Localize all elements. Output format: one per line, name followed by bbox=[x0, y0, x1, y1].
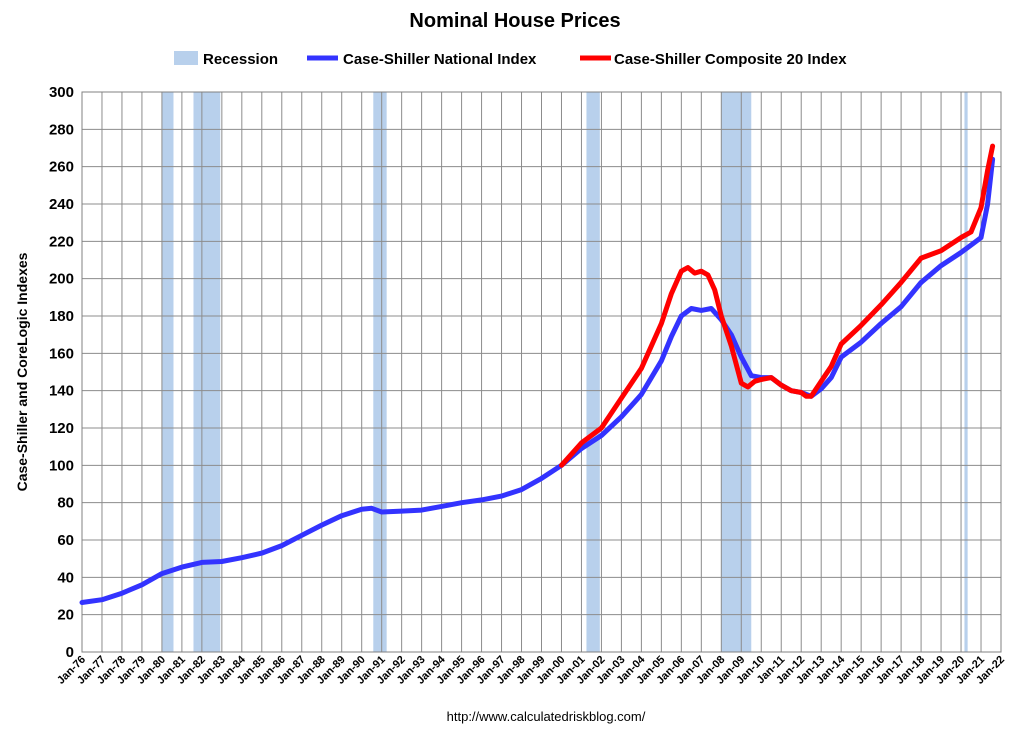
recession-band bbox=[161, 92, 174, 652]
y-tick-label: 100 bbox=[49, 457, 74, 474]
recession-band bbox=[586, 92, 600, 652]
y-tick-label: 260 bbox=[49, 159, 74, 176]
y-axis-ticks: 0 20 40 60 80 100 120 140 160 180 200 220 240 260 280 3… bbox=[49, 84, 74, 661]
recession-band bbox=[373, 92, 387, 652]
y-tick-label: 240 bbox=[49, 196, 74, 213]
y-tick-label: 280 bbox=[49, 121, 74, 138]
y-tick-label: 300 bbox=[49, 84, 74, 101]
series-line-composite-20 bbox=[559, 143, 996, 468]
y-tick-label: 0 bbox=[66, 644, 74, 661]
y-tick-label: 80 bbox=[57, 495, 74, 512]
y-axis-label: Case-Shiller and CoreLogic Indexes bbox=[14, 252, 30, 491]
y-tick-label: 120 bbox=[49, 420, 74, 437]
recession-band bbox=[193, 92, 221, 652]
y-tick-label: 20 bbox=[57, 607, 74, 624]
legend: Recession Case-Shiller National Index Ca… bbox=[174, 51, 847, 68]
y-tick-label: 200 bbox=[49, 271, 74, 288]
source-url: http://www.calculatedriskblog.com/ bbox=[447, 709, 646, 724]
y-tick-label: 220 bbox=[49, 233, 74, 250]
plot-border bbox=[81, 91, 1002, 653]
y-tick-label: 160 bbox=[49, 345, 74, 362]
recession-bands bbox=[161, 92, 968, 652]
legend-label-composite: Case-Shiller Composite 20 Index bbox=[614, 51, 847, 68]
y-tick-label: 140 bbox=[49, 383, 74, 400]
legend-swatch-recession bbox=[174, 51, 198, 65]
y-tick-label: 40 bbox=[57, 569, 74, 586]
chart-title: Nominal House Prices bbox=[409, 10, 620, 32]
y-tick-label: 180 bbox=[49, 308, 74, 325]
legend-label-recession: Recession bbox=[203, 51, 278, 68]
series-lines bbox=[79, 143, 996, 605]
legend-label-national: Case-Shiller National Index bbox=[343, 51, 537, 68]
series-line-national bbox=[79, 156, 996, 605]
x-axis-ticks: Jan-76Jan-77Jan-78Jan-79Jan-80Jan-81Jan-… bbox=[55, 653, 1007, 687]
recession-band bbox=[964, 92, 968, 652]
grid bbox=[81, 91, 1002, 653]
y-tick-label: 60 bbox=[57, 532, 74, 549]
